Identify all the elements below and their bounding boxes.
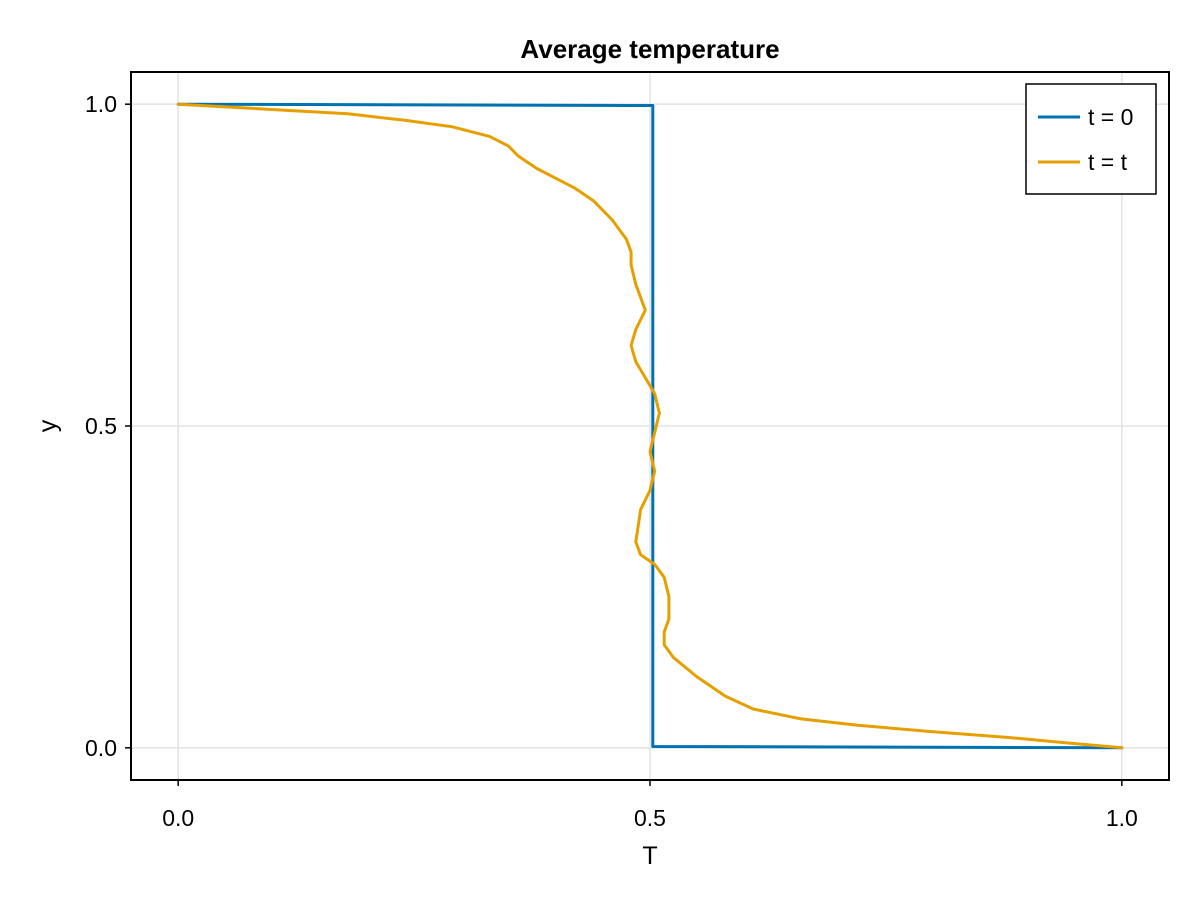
- axis-ticks: 0.0 0.5 1.0 0.0 0.5 1.0: [85, 91, 1138, 831]
- x-tick-label: 1.0: [1106, 805, 1138, 831]
- legend-label-t0: t = 0: [1088, 104, 1133, 130]
- y-axis-label: y: [34, 419, 62, 432]
- x-tick-label: 0.5: [634, 805, 666, 831]
- series-line-0: [176, 102, 1124, 750]
- x-tick-label: 0.0: [162, 805, 194, 831]
- legend: t = 0 t = t: [1025, 83, 1157, 195]
- series-line-1: [176, 102, 1124, 750]
- x-axis-label: T: [642, 842, 657, 870]
- plot-series: [176, 102, 1124, 750]
- y-tick-label: 0.5: [85, 413, 117, 439]
- y-tick-label: 0.0: [85, 735, 117, 761]
- chart-title: Average temperature: [520, 34, 779, 64]
- legend-label-tt: t = t: [1088, 149, 1128, 175]
- legend-box: [1025, 83, 1157, 195]
- grid-lines: [131, 72, 1169, 780]
- y-tick-label: 1.0: [85, 91, 117, 117]
